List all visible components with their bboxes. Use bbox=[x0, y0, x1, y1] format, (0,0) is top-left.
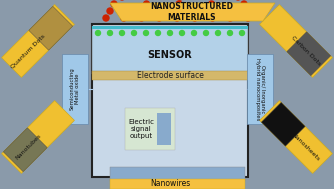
Circle shape bbox=[241, 1, 247, 7]
Bar bbox=[92, 24, 248, 177]
Bar bbox=[287, 32, 331, 76]
Text: Quantum Dots: Quantum Dots bbox=[10, 33, 46, 69]
Bar bbox=[261, 102, 305, 146]
Circle shape bbox=[156, 15, 162, 21]
Circle shape bbox=[166, 8, 172, 14]
Circle shape bbox=[139, 15, 145, 21]
Bar bbox=[110, 167, 245, 181]
Bar bbox=[2, 5, 74, 77]
Circle shape bbox=[167, 30, 172, 36]
Text: Nanotubes: Nanotubes bbox=[14, 133, 42, 161]
Text: Nanosheets: Nanosheets bbox=[291, 132, 321, 162]
Circle shape bbox=[191, 30, 196, 36]
Bar bbox=[92, 71, 248, 80]
Circle shape bbox=[209, 15, 215, 21]
Circle shape bbox=[227, 15, 233, 21]
Bar bbox=[29, 6, 73, 50]
Circle shape bbox=[144, 30, 149, 36]
Bar bbox=[92, 26, 248, 29]
Circle shape bbox=[146, 8, 152, 14]
Circle shape bbox=[107, 8, 113, 14]
Circle shape bbox=[225, 8, 231, 14]
Circle shape bbox=[174, 15, 180, 21]
Polygon shape bbox=[110, 3, 275, 21]
Circle shape bbox=[205, 8, 211, 14]
Bar bbox=[247, 54, 273, 124]
Circle shape bbox=[176, 1, 182, 7]
Circle shape bbox=[121, 15, 127, 21]
Bar bbox=[2, 101, 74, 174]
Bar bbox=[110, 179, 245, 189]
Text: SENSOR: SENSOR bbox=[148, 50, 192, 60]
Circle shape bbox=[227, 30, 232, 36]
Circle shape bbox=[179, 30, 184, 36]
Circle shape bbox=[208, 1, 214, 7]
Text: Nanowires: Nanowires bbox=[150, 180, 190, 188]
Bar bbox=[62, 54, 88, 124]
Bar bbox=[260, 5, 332, 77]
Circle shape bbox=[245, 15, 251, 21]
Circle shape bbox=[215, 30, 220, 36]
Bar bbox=[3, 128, 47, 172]
Circle shape bbox=[186, 8, 192, 14]
Circle shape bbox=[203, 30, 208, 36]
Bar bbox=[125, 108, 175, 150]
Text: NANOSTRUCTURED
MATERIALS: NANOSTRUCTURED MATERIALS bbox=[151, 2, 233, 22]
Circle shape bbox=[111, 1, 117, 7]
Circle shape bbox=[156, 30, 161, 36]
Text: Electric
signal
output: Electric signal output bbox=[128, 119, 154, 139]
Circle shape bbox=[96, 30, 101, 36]
Circle shape bbox=[132, 30, 137, 36]
Circle shape bbox=[103, 15, 109, 21]
Circle shape bbox=[127, 8, 133, 14]
Circle shape bbox=[120, 30, 125, 36]
Text: Carbon Dots: Carbon Dots bbox=[290, 35, 322, 67]
Circle shape bbox=[108, 30, 113, 36]
Text: Semiconducting
Metal oxide: Semiconducting Metal oxide bbox=[69, 68, 80, 110]
Circle shape bbox=[192, 15, 198, 21]
Bar bbox=[92, 26, 248, 74]
Circle shape bbox=[245, 8, 251, 14]
Circle shape bbox=[239, 30, 244, 36]
Bar bbox=[157, 113, 171, 145]
Bar bbox=[260, 101, 332, 174]
Circle shape bbox=[144, 1, 150, 7]
Text: Organic/ Inorganic
Hybrid nanocomposites: Organic/ Inorganic Hybrid nanocomposites bbox=[255, 58, 266, 120]
Text: Electrode surface: Electrode surface bbox=[137, 71, 203, 80]
